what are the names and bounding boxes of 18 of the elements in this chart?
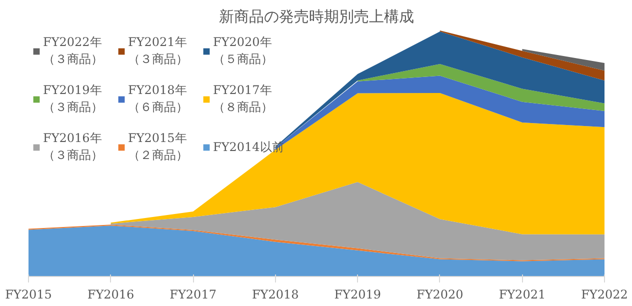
legend-label: FY2017年（８商品） [213, 82, 273, 116]
x-tick-label: FY2018 [252, 288, 299, 302]
x-tick-label: FY2015 [5, 288, 52, 302]
x-tick-label: FY2020 [416, 288, 464, 302]
legend-label: FY2014以前 [213, 138, 284, 156]
legend-label: FY2021年（３商品） [128, 34, 188, 68]
legend-label: FY2015年（２商品） [128, 130, 188, 164]
legend-label: FY2019年（３商品） [43, 82, 103, 116]
x-tick-label: FY2016 [87, 288, 134, 302]
legend-label: FY2022年（３商品） [43, 34, 103, 68]
x-tick-label: FY2022 [581, 288, 628, 302]
x-tick-label: FY2017 [170, 288, 216, 302]
chart-title: 新商品の発売時期別売上構成 [219, 8, 414, 26]
legend-label: FY2018年（６商品） [128, 82, 188, 116]
legend-label: FY2016年（３商品） [43, 130, 103, 164]
legend-label: FY2020年（５商品） [213, 34, 273, 68]
x-tick-label: FY2019 [334, 288, 382, 302]
x-tick-label: FY2021 [498, 288, 546, 302]
